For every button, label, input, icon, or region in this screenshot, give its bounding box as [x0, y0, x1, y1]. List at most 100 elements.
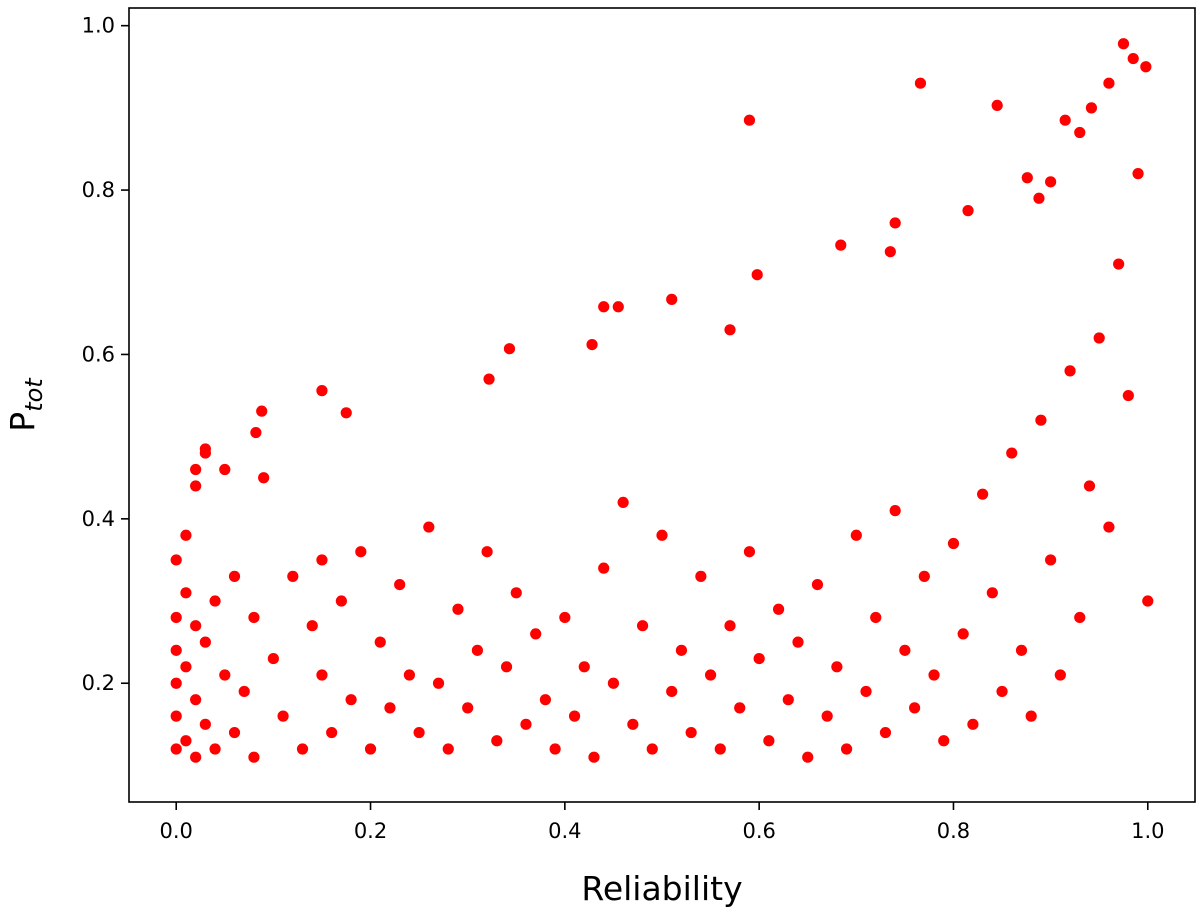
data-point [491, 735, 503, 747]
x-axis-label: Reliability [581, 869, 742, 908]
data-point [209, 743, 221, 755]
data-point [1015, 644, 1028, 656]
data-point [763, 735, 775, 747]
data-point [481, 546, 493, 558]
data-point [1033, 192, 1045, 204]
data-point [1117, 38, 1130, 50]
plot-frame [128, 7, 1196, 803]
data-point [1083, 480, 1096, 492]
x-tick-label: 1.0 [1131, 819, 1164, 843]
data-point [530, 628, 542, 640]
data-point [967, 718, 979, 730]
data-point [170, 677, 182, 689]
data-point [714, 743, 726, 755]
y-axis-ticks: 0.2 0.4 0.6 0.8 1.0 [82, 14, 129, 695]
data-point [962, 205, 974, 217]
data-point [335, 595, 347, 607]
data-point [607, 677, 620, 689]
data-point [811, 579, 824, 591]
data-point [1006, 447, 1018, 459]
data-point [180, 661, 192, 673]
data-point [598, 562, 610, 574]
data-point [199, 718, 211, 730]
data-point [835, 239, 847, 251]
data-point [666, 293, 678, 305]
data-point [190, 751, 202, 763]
data-point [782, 694, 794, 706]
data-point [914, 77, 927, 89]
data-point [612, 301, 624, 313]
data-point [503, 343, 516, 355]
x-tick-label: 0.6 [742, 819, 775, 843]
data-point [617, 496, 629, 508]
data-point [374, 636, 386, 648]
data-point [209, 595, 221, 607]
data-point [947, 537, 960, 550]
data-point [364, 743, 377, 755]
data-point [724, 324, 736, 336]
data-point [219, 669, 231, 681]
data-point [180, 587, 192, 599]
data-point [578, 661, 590, 673]
data-point [394, 579, 406, 591]
data-point [627, 718, 639, 730]
data-point [355, 546, 367, 558]
data-point [170, 710, 182, 722]
data-point [685, 726, 697, 739]
y-axis-label-subscript: tot [20, 377, 48, 412]
data-point [306, 620, 318, 632]
data-point [568, 710, 581, 722]
y-axis-label: Ptot [3, 377, 48, 432]
data-point [704, 669, 717, 681]
data-point [1132, 168, 1144, 180]
data-point [277, 710, 289, 722]
data-point [666, 685, 678, 698]
data-point [500, 661, 513, 673]
data-point [1074, 126, 1086, 139]
y-tick-label: 0.8 [82, 178, 115, 202]
data-point [219, 463, 231, 476]
data-point [1074, 611, 1086, 624]
data-point [1064, 365, 1076, 377]
x-tick-label: 0.8 [937, 819, 970, 843]
data-point [190, 694, 202, 706]
data-point [228, 570, 241, 582]
data-point [296, 743, 309, 755]
data-point [772, 603, 785, 615]
data-point [1025, 710, 1037, 722]
data-point [432, 677, 445, 689]
data-point [1140, 61, 1152, 73]
data-point [899, 644, 911, 656]
data-point [1093, 332, 1105, 344]
data-point [539, 694, 552, 706]
data-point [957, 628, 969, 640]
data-point [258, 472, 270, 484]
data-point [287, 570, 299, 582]
y-tick-label: 0.6 [82, 342, 115, 366]
data-point [918, 570, 930, 582]
data-point [675, 644, 688, 656]
y-tick-label: 1.0 [82, 14, 115, 38]
data-point [483, 373, 495, 385]
data-point [316, 385, 328, 397]
data-point [724, 620, 736, 632]
data-point [588, 751, 600, 763]
data-point [986, 587, 998, 599]
data-point [1059, 114, 1071, 126]
data-point [734, 702, 746, 714]
data-point [423, 521, 435, 533]
data-point [170, 554, 182, 566]
data-point [199, 443, 211, 455]
y-axis-label-main: P [3, 412, 42, 432]
data-point [238, 685, 250, 698]
data-point [928, 669, 940, 681]
data-point [646, 743, 658, 755]
data-point [860, 685, 872, 698]
data-point [1085, 102, 1098, 114]
data-point [180, 735, 192, 747]
data-point [170, 644, 182, 656]
data-point [909, 702, 921, 714]
data-point [248, 751, 260, 763]
data-point [316, 669, 328, 681]
data-point [831, 661, 843, 673]
